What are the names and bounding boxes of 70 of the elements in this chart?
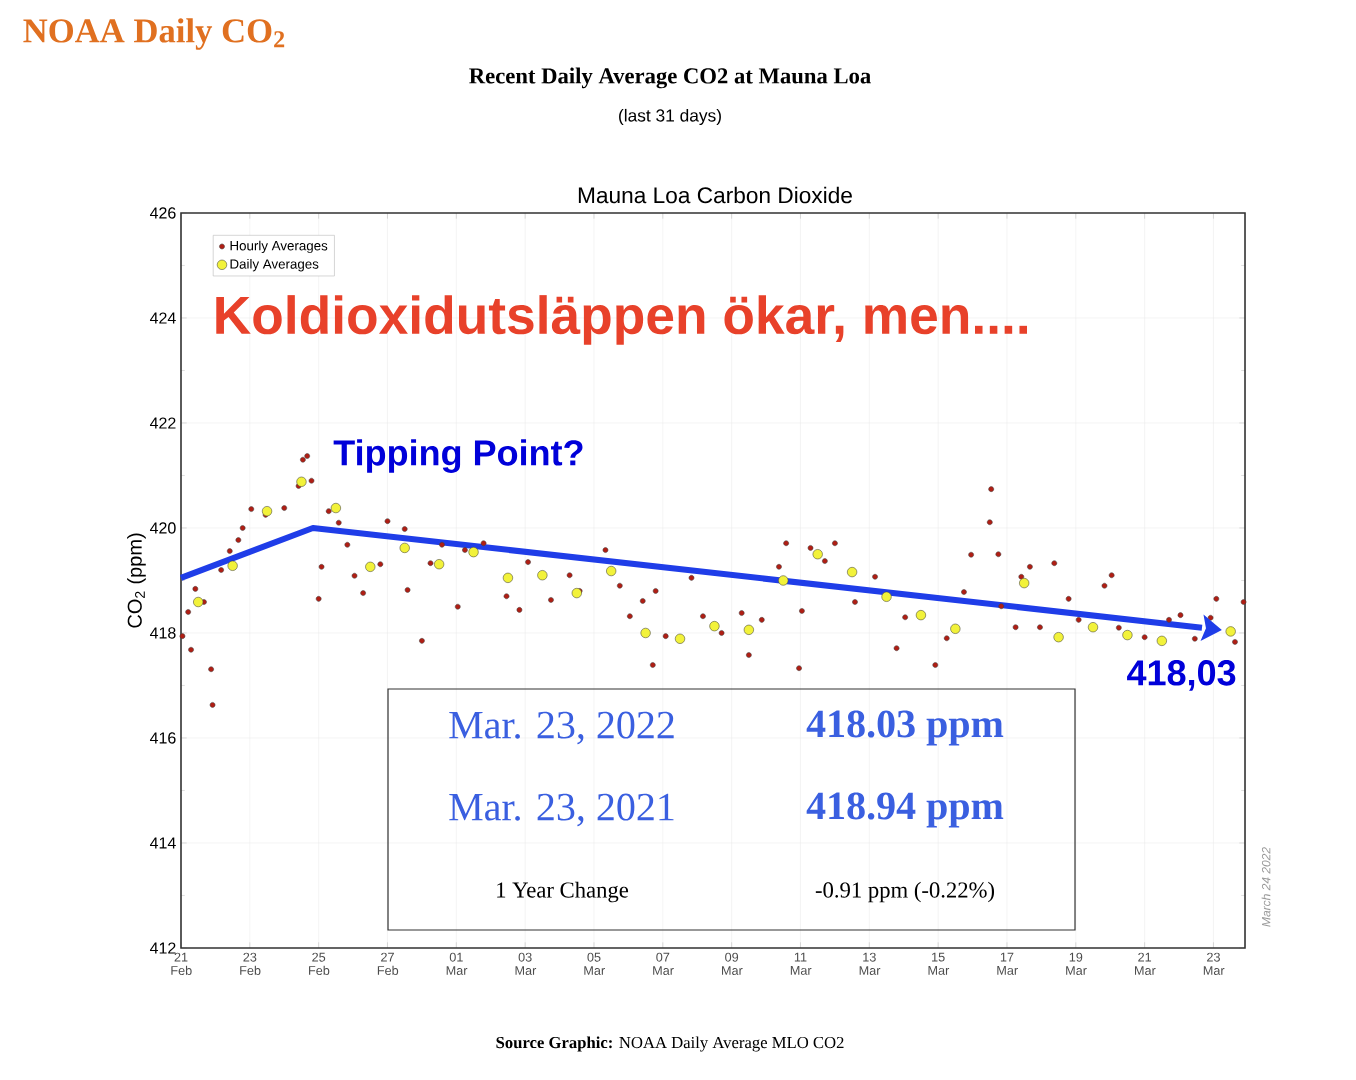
y-axis-title: CO$_{2}$ (ppm) — [127, 533, 146, 628]
x-tick-label: 27 Feb — [377, 952, 399, 975]
text: Source Graphic: NOAA Daily Average MLO CO2 — [496, 1036, 844, 1052]
point — [261, 506, 273, 517]
annotation: Mar. 23, 2021 — [449, 793, 674, 827]
point — [571, 588, 582, 599]
point — [1156, 635, 1167, 646]
point — [847, 567, 858, 578]
x-tick-label: 21 Mar — [1135, 952, 1156, 975]
x-tick-label: 15 Mar — [928, 952, 950, 975]
point — [537, 570, 548, 581]
x-tick-label: 11 Mar — [790, 952, 812, 975]
point — [365, 561, 376, 572]
x-tick-label: 23 Mar — [1203, 952, 1225, 975]
y-tick-label: 424 — [149, 312, 176, 324]
point — [227, 560, 238, 571]
x-tick-label: 01 Mar — [446, 952, 468, 975]
text: March 24 2022 — [1261, 847, 1271, 927]
point — [640, 627, 651, 639]
text: (last 31 days) — [619, 108, 721, 126]
text: Mauna Loa Carbon Dioxide — [578, 186, 852, 204]
x-tick-label: 09 Mar — [722, 952, 743, 975]
point — [1019, 578, 1030, 589]
y-tick-label: 416 — [149, 732, 176, 744]
x-tick-label: 05 Mar — [584, 952, 605, 975]
point — [1225, 626, 1236, 637]
x-tick-label: 25 Feb — [309, 952, 330, 975]
annotation: -0.91 ppm (-0.22%) — [815, 881, 995, 903]
x-tick-label: 17 Mar — [997, 952, 1018, 975]
point — [812, 549, 823, 560]
point — [330, 502, 341, 514]
annotation: Koldioxidutsläppen ökar, men.... — [216, 295, 1027, 345]
x-tick-label: 19 Mar — [1066, 952, 1087, 975]
annotation: 418.03 ppm — [806, 710, 1004, 746]
point — [709, 621, 720, 632]
x-tick-label: 13 Mar — [859, 952, 881, 975]
y-tick-label: 422 — [149, 417, 176, 429]
legend-label: Hourly Averages — [230, 240, 328, 254]
y-tick-label: 414 — [149, 837, 176, 849]
x-tick-label: 03 Mar — [515, 952, 537, 975]
annotation: 418.94 ppm — [806, 792, 1004, 828]
x-tick-label: 23 Feb — [240, 952, 261, 975]
point — [502, 572, 514, 583]
y-tick-label: 426 — [149, 207, 176, 219]
point — [743, 624, 754, 635]
point — [399, 542, 410, 553]
point — [1087, 622, 1099, 633]
annotation: Tipping Point? — [333, 439, 583, 473]
legend-label: Daily Averages — [230, 258, 319, 272]
chart-title: NOAA Daily CO$_{2}$ — [23, 18, 285, 50]
point — [1053, 632, 1064, 643]
point — [1122, 630, 1133, 641]
point — [778, 575, 789, 586]
point — [881, 591, 892, 602]
annotation: 418,03 — [1127, 660, 1236, 691]
point — [674, 633, 686, 644]
point — [296, 476, 307, 487]
y-tick-label: 418 — [149, 627, 176, 639]
point — [606, 565, 617, 577]
chart-subtitle: Recent Daily Average CO2 at Mauna Loa — [469, 67, 871, 89]
x-tick-label: 07 Mar — [653, 952, 674, 975]
annotation: 1 Year Change — [497, 881, 629, 903]
y-tick-label: 412 — [149, 942, 176, 954]
point — [950, 623, 961, 634]
y-tick-label: 420 — [149, 522, 176, 534]
point — [915, 610, 926, 621]
point — [193, 596, 204, 608]
point — [468, 547, 479, 558]
point — [434, 559, 445, 570]
annotation: Mar. 23, 2022 — [449, 711, 674, 745]
